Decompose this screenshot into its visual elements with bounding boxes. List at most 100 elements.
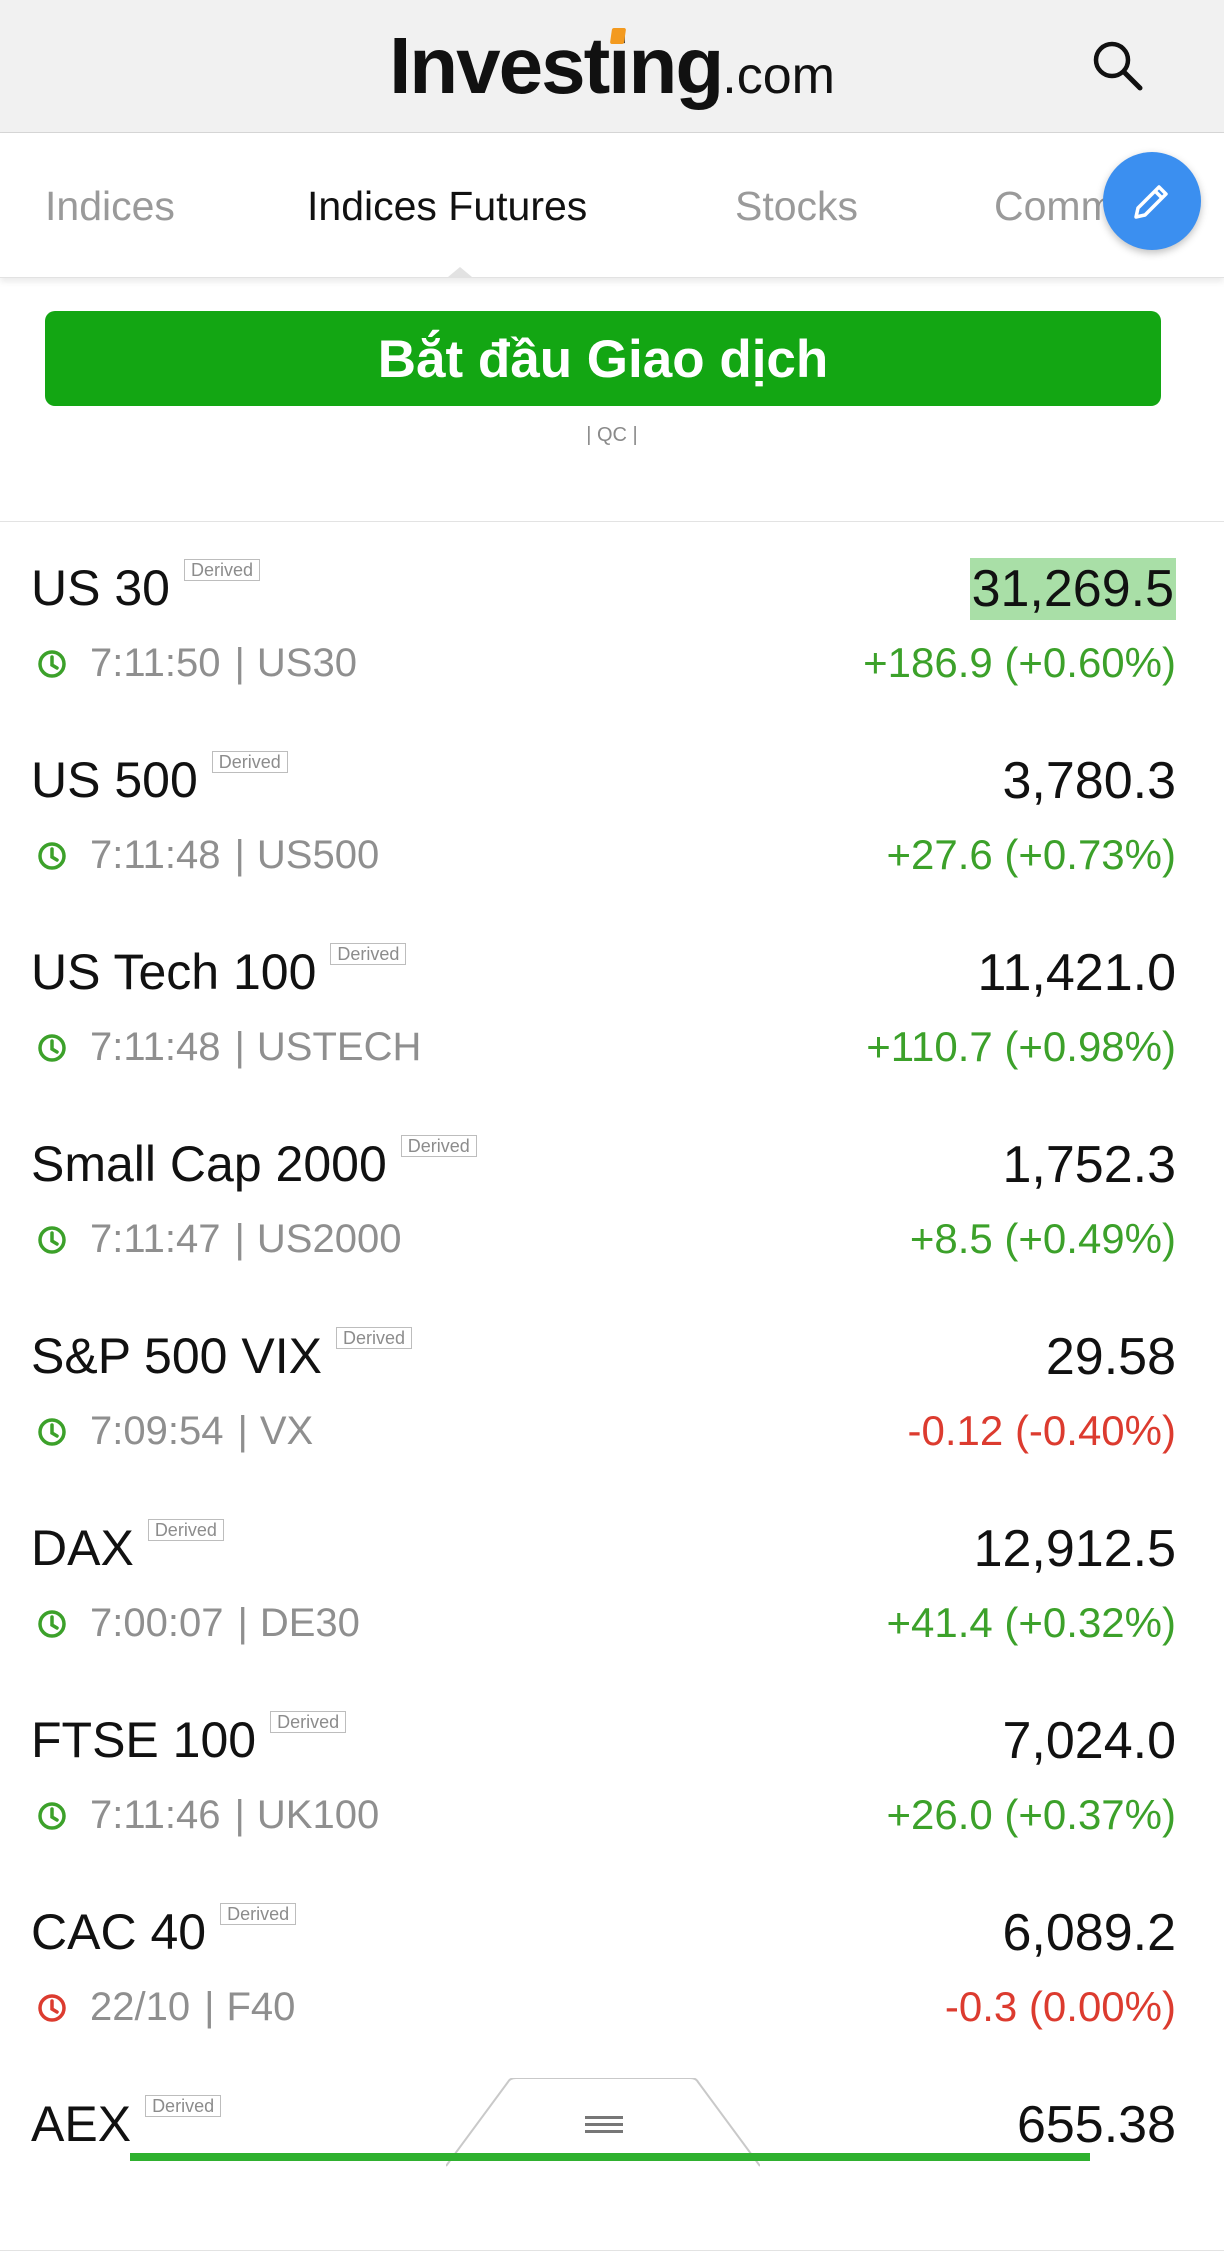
pencil-icon (1134, 185, 1168, 219)
price-change: +8.5 (+0.49%) (909, 1215, 1176, 1262)
search-icon (1093, 41, 1143, 91)
price-change: +186.9 (+0.60%) (863, 639, 1176, 686)
tab-indices-futures[interactable]: Indices Futures (307, 183, 588, 229)
derived-badge: Derived (147, 1519, 224, 1541)
quote-time: 7:09:54 (90, 1409, 224, 1453)
bottom-drawer-handle[interactable] (445, 2077, 761, 2168)
hamburger-icon (585, 2116, 623, 2133)
instrument-name-text: DAX (31, 1520, 134, 1576)
derived-badge: Derived (335, 1327, 412, 1349)
quote-meta: 7:00:07 | DE30 (36, 1598, 360, 1652)
quote-symbol: US2000 (256, 1217, 402, 1261)
drawer-tab-shape (445, 2077, 761, 2167)
quote-meta: 7:11:47 | US2000 (36, 1214, 401, 1268)
logo-accent (610, 28, 627, 44)
instrument-name: US 30 Derived (31, 558, 260, 618)
quote-symbol: F40 (226, 1985, 296, 2029)
clock-icon (36, 1410, 68, 1460)
derived-badge: Derived (183, 559, 260, 581)
logo-main: Invest ing (389, 21, 724, 110)
instrument-name-text: S&P 500 VIX (31, 1328, 322, 1384)
price-change: +41.4 (+0.32%) (886, 1599, 1176, 1646)
quote-time: 7:00:07 (90, 1601, 224, 1645)
clock-icon (36, 1218, 68, 1268)
active-tab-indicator (448, 267, 472, 277)
category-tabs: Indices Indices Futures Stocks Comm (0, 133, 1224, 278)
price-change: -0.12 (-0.40%) (907, 1407, 1176, 1454)
meta-separator: | (234, 1025, 245, 1069)
quote-row[interactable]: US Tech 100 Derived 7:11:48 | USTECH 11,421.0… (0, 906, 1224, 1099)
price-change: -0.3 (0.00%) (944, 1983, 1176, 2030)
clock-icon (36, 1986, 68, 2036)
quote-meta: 7:11:48 | US500 (36, 830, 379, 884)
last-price: 3,780.3 (1002, 752, 1177, 810)
price-change: +27.6 (+0.73%) (886, 831, 1176, 878)
quote-row[interactable]: US 500 Derived 7:11:48 | US500 3,780.3 +27.6 (… (0, 714, 1224, 907)
derived-badge: Derived (270, 1711, 347, 1733)
instrument-name: US Tech 100 Derived (31, 942, 407, 1002)
quote-symbol: DE30 (259, 1601, 360, 1645)
app-header: Invest ing.com (0, 0, 1224, 133)
drawer-accent-bar (130, 2153, 1090, 2161)
derived-badge: Derived (220, 1903, 297, 1925)
quote-time: 7:11:48 (90, 1025, 221, 1069)
quote-meta: 7:09:54 | VX (36, 1406, 313, 1460)
quote-row[interactable]: Small Cap 2000 Derived 7:11:47 | US2000 1,752… (0, 1098, 1224, 1291)
quote-meta: 22/10 | F40 (36, 1982, 295, 2036)
instrument-name: CAC 40 Derived (31, 1902, 297, 1962)
instrument-name-text: US Tech 100 (31, 944, 317, 1000)
quote-time: 7:11:48 (90, 833, 221, 877)
instrument-name-text: AEX (31, 2096, 132, 2152)
tab-commodities[interactable]: Comm (994, 183, 1115, 229)
instrument-name: AEX Derived (31, 2094, 222, 2154)
quote-meta: 7:11:50 | US30 (36, 638, 357, 692)
quote-row[interactable]: CAC 40 Derived 22/10 | F40 6,089.2 -0.3 (0.00%… (0, 1866, 1224, 2059)
price-change: +26.0 (+0.37%) (886, 1791, 1176, 1838)
last-price: 11,421.0 (977, 944, 1176, 1002)
last-price: 12,912.5 (973, 1520, 1176, 1578)
last-price: 31,269.5 (969, 558, 1176, 620)
investing-logo[interactable]: Invest ing.com (0, 24, 1224, 118)
meta-separator: | (234, 1793, 245, 1837)
quote-symbol: US500 (256, 833, 380, 877)
edit-button[interactable] (1103, 152, 1201, 250)
quote-time: 22/10 (90, 1985, 191, 2029)
meta-separator: | (234, 641, 245, 685)
instrument-name: DAX Derived (31, 1518, 224, 1578)
clock-icon (36, 834, 68, 884)
clock-icon (36, 1026, 68, 1076)
quote-row[interactable]: FTSE 100 Derived 7:11:46 | UK100 7,024.0 +26.0… (0, 1674, 1224, 1867)
instrument-name-text: Small Cap 2000 (31, 1136, 387, 1192)
list-divider (0, 521, 1224, 522)
clock-icon (36, 1602, 68, 1652)
instrument-name: S&P 500 VIX Derived (31, 1326, 412, 1386)
quote-symbol: US30 (256, 641, 357, 685)
tab-stocks[interactable]: Stocks (735, 183, 859, 229)
instrument-name-text: FTSE 100 (31, 1712, 257, 1768)
meta-separator: | (234, 1217, 245, 1261)
quote-time: 7:11:50 (90, 641, 221, 685)
tab-indices[interactable]: Indices (45, 183, 175, 229)
last-price: 1,752.3 (1002, 1136, 1177, 1194)
search-button[interactable] (1088, 36, 1148, 96)
meta-separator: | (237, 1409, 248, 1453)
instrument-name-text: US 30 (31, 560, 170, 616)
quote-symbol: USTECH (256, 1025, 422, 1069)
last-price: 7,024.0 (1002, 1712, 1177, 1770)
clock-icon (36, 1794, 68, 1844)
quote-meta: 7:11:48 | USTECH (36, 1022, 421, 1076)
meta-separator: | (204, 1985, 215, 2029)
last-price: 29.58 (1045, 1328, 1176, 1386)
price-change: +110.7 (+0.98%) (866, 1023, 1176, 1070)
start-trading-button[interactable]: Bắt đầu Giao dịch (45, 311, 1161, 406)
instrument-name-text: US 500 (31, 752, 198, 808)
instrument-name-text: CAC 40 (31, 1904, 207, 1960)
last-price: 6,089.2 (1002, 1904, 1177, 1962)
instrument-name: FTSE 100 Derived (31, 1710, 347, 1770)
derived-badge: Derived (145, 2095, 222, 2117)
quote-row[interactable]: US 30 Derived 7:11:50 | US30 31,269.5 +186.9 (… (0, 522, 1224, 715)
quote-meta: 7:11:46 | UK100 (36, 1790, 379, 1844)
quote-row[interactable]: S&P 500 VIX Derived 7:09:54 | VX 29.58 -0.12 (… (0, 1290, 1224, 1483)
quote-row[interactable]: DAX Derived 7:00:07 | DE30 12,912.5 +41.4 (+0.… (0, 1482, 1224, 1675)
meta-separator: | (234, 833, 245, 877)
